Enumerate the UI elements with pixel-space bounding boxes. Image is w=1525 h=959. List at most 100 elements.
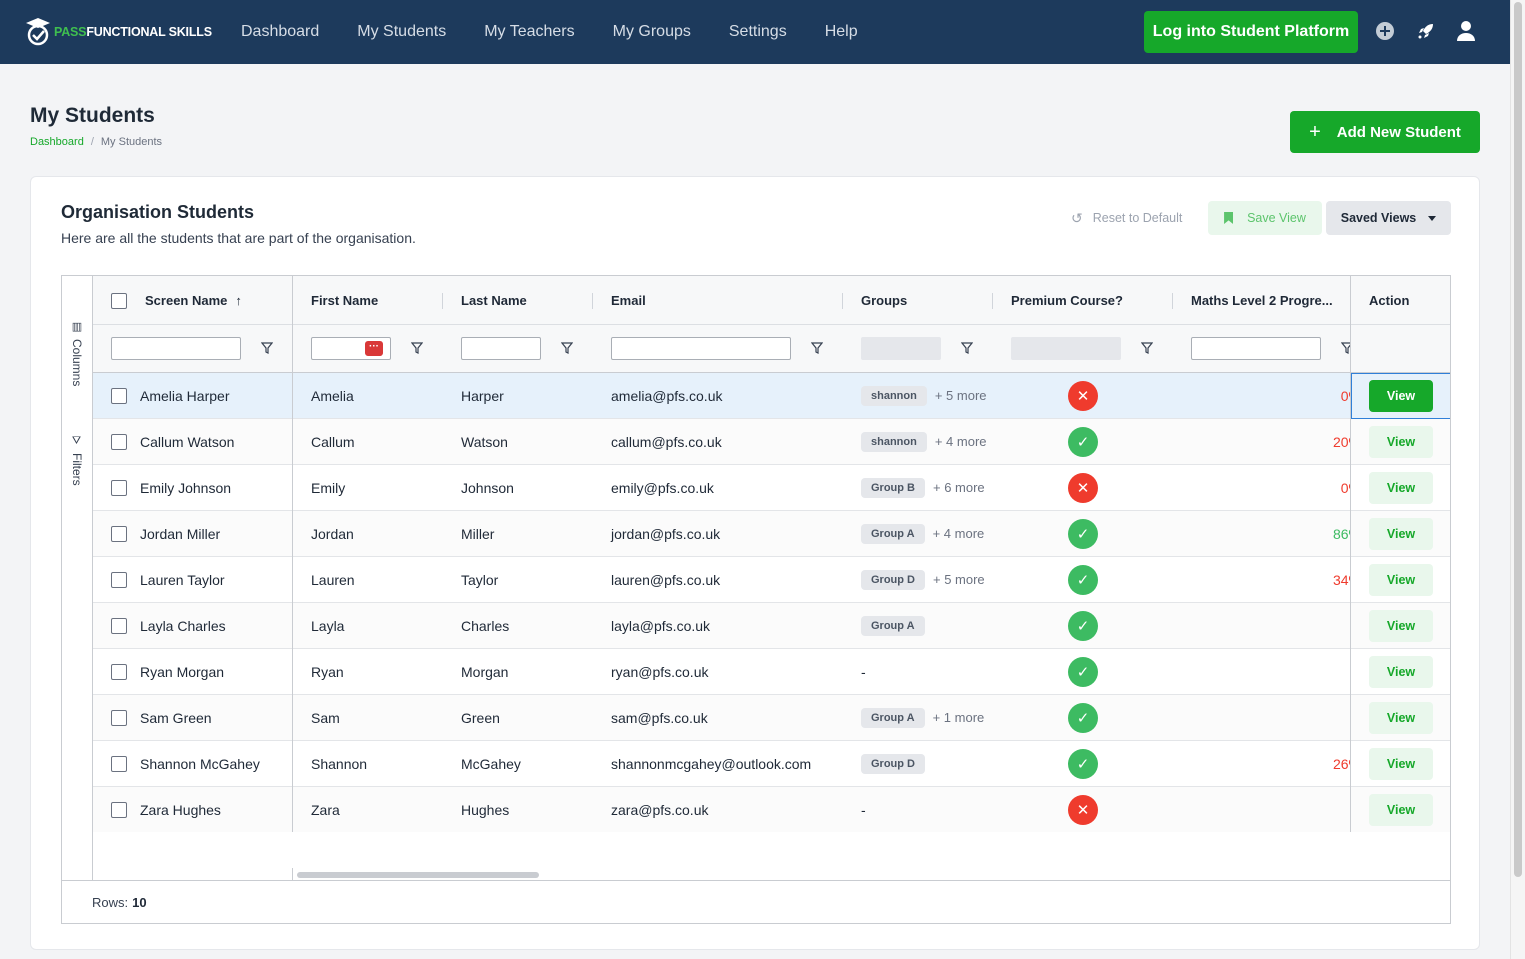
more-groups-count[interactable]: + 4 more xyxy=(932,526,985,541)
row-checkbox-cell xyxy=(111,695,127,740)
logo[interactable]: PASSFUNCTIONAL SKILLS xyxy=(25,17,215,47)
nav-my-groups[interactable]: My Groups xyxy=(612,23,691,40)
row-checkbox[interactable] xyxy=(111,571,127,588)
more-groups-count[interactable]: + 5 more xyxy=(934,388,987,403)
row-checkbox[interactable] xyxy=(111,617,127,634)
cell-groups: Group A xyxy=(861,603,925,648)
filter-icon[interactable] xyxy=(811,342,823,354)
table-row[interactable]: Jordan Miller Jordan Miller jordan@pfs.co.u… xyxy=(93,511,1450,557)
filter-icon[interactable] xyxy=(1141,342,1153,354)
reset-to-default-button[interactable]: ↺ Reset to Default xyxy=(1071,201,1182,235)
header-groups[interactable]: Groups xyxy=(861,293,908,308)
row-checkbox[interactable] xyxy=(111,525,127,542)
columns-icon: ▥ xyxy=(70,320,83,333)
nav-settings[interactable]: Settings xyxy=(728,23,787,40)
filter-icon[interactable] xyxy=(261,342,273,354)
cell-groups: Group A + 1 more xyxy=(861,695,984,740)
row-checkbox[interactable] xyxy=(111,801,127,818)
plus-circle-icon[interactable] xyxy=(1374,20,1396,42)
cell-email: jordan@pfs.co.uk xyxy=(611,525,721,542)
view-student-button[interactable]: View xyxy=(1369,563,1433,596)
row-checkbox[interactable] xyxy=(111,709,127,726)
nav-dashboard[interactable]: Dashboard xyxy=(241,23,320,40)
row-checkbox[interactable] xyxy=(111,433,127,450)
row-checkbox[interactable] xyxy=(111,479,127,496)
students-grid: ▥ Columns ⛛ Filters Screen Name ↑ First … xyxy=(61,275,1451,924)
action-cell: View xyxy=(1351,741,1450,787)
cell-first-name: Shannon xyxy=(311,755,368,772)
page-scrollbar[interactable] xyxy=(1510,0,1525,959)
select-all-checkbox[interactable] xyxy=(111,292,127,309)
nav-my-teachers[interactable]: My Teachers xyxy=(484,23,575,40)
header-premium-course[interactable]: Premium Course? xyxy=(1011,293,1123,308)
table-row[interactable]: Amelia Harper Amelia Harper amelia@pfs.co.u… xyxy=(93,373,1450,419)
more-groups-count[interactable]: + 6 more xyxy=(933,480,985,495)
nav-my-students[interactable]: My Students xyxy=(357,23,447,40)
view-student-button[interactable]: View xyxy=(1369,793,1433,826)
more-groups-count[interactable]: + 4 more xyxy=(934,434,987,449)
save-view-button[interactable]: Save View xyxy=(1208,201,1322,235)
filter-maths-input[interactable] xyxy=(1191,337,1321,360)
cell-premium: ✓ xyxy=(1068,419,1098,464)
login-student-platform-button[interactable]: Log into Student Platform xyxy=(1144,11,1358,53)
more-groups-count[interactable]: + 1 more xyxy=(932,710,985,725)
table-row[interactable]: Callum Watson Callum Watson callum@pfs.co.u… xyxy=(93,419,1450,465)
user-avatar-icon[interactable] xyxy=(1455,20,1477,42)
check-icon: ✓ xyxy=(1068,426,1098,457)
filter-icon[interactable] xyxy=(561,342,573,354)
horizontal-scrollbar-thumb[interactable] xyxy=(297,872,539,878)
view-student-button[interactable]: View xyxy=(1369,425,1433,458)
filters-tool-tab[interactable]: ⛛ Filters xyxy=(70,436,84,486)
breadcrumb-dashboard-link[interactable]: Dashboard xyxy=(30,136,84,148)
header-email[interactable]: Email xyxy=(611,293,646,308)
password-manager-icon[interactable]: ··· xyxy=(365,341,383,356)
reset-label: Reset to Default xyxy=(1092,211,1183,225)
filter-icon[interactable] xyxy=(961,342,973,354)
rocket-icon[interactable] xyxy=(1415,20,1437,42)
columns-tool-tab[interactable]: ▥ Columns xyxy=(70,320,84,386)
filter-screen-name-input[interactable] xyxy=(111,337,241,360)
table-row[interactable]: Emily Johnson Emily Johnson emily@pfs.co.uk… xyxy=(93,465,1450,511)
cross-icon: ✕ xyxy=(1068,794,1098,825)
view-student-button[interactable]: View xyxy=(1369,380,1433,412)
grid-status-bar: Rows: 10 xyxy=(62,880,1450,924)
table-row[interactable]: Lauren Taylor Lauren Taylor lauren@pfs.co.u… xyxy=(93,557,1450,603)
header-first-name[interactable]: First Name xyxy=(311,293,379,308)
row-checkbox[interactable] xyxy=(111,387,127,404)
header-screen-name[interactable]: Screen Name ↑ xyxy=(145,293,242,308)
action-filter-cell xyxy=(1351,325,1450,373)
view-student-button[interactable]: View xyxy=(1369,701,1433,734)
cell-premium: ✓ xyxy=(1068,511,1098,556)
empty-groups: - xyxy=(861,801,866,818)
view-student-button[interactable]: View xyxy=(1369,655,1433,688)
view-student-button[interactable]: View xyxy=(1369,471,1433,504)
add-new-student-button[interactable]: + Add New Student xyxy=(1290,111,1480,153)
filter-last-name-input[interactable] xyxy=(461,337,541,360)
header-last-name[interactable]: Last Name xyxy=(461,293,527,308)
header-maths-level-2[interactable]: Maths Level 2 Progre... xyxy=(1191,293,1333,308)
filter-email-input[interactable] xyxy=(611,337,791,360)
table-row[interactable]: Shannon McGahey Shannon McGahey shannonmcga… xyxy=(93,741,1450,787)
row-checkbox[interactable] xyxy=(111,755,127,772)
more-groups-count[interactable]: + 5 more xyxy=(933,572,985,587)
filter-groups-input xyxy=(861,337,941,360)
filter-icon[interactable] xyxy=(411,342,423,354)
cell-premium: ✓ xyxy=(1068,741,1098,786)
row-checkbox[interactable] xyxy=(111,663,127,680)
cross-icon: ✕ xyxy=(1068,380,1098,411)
filter-first-name-input[interactable]: ··· xyxy=(311,337,391,360)
page-scrollbar-thumb[interactable] xyxy=(1514,2,1522,877)
view-student-button[interactable]: View xyxy=(1369,517,1433,550)
saved-views-dropdown[interactable]: Saved Views xyxy=(1326,201,1451,235)
table-row[interactable]: Layla Charles Layla Charles layla@pfs.co.uk… xyxy=(93,603,1450,649)
view-student-button[interactable]: View xyxy=(1369,747,1433,780)
nav-help[interactable]: Help xyxy=(824,23,858,40)
table-row[interactable]: Sam Green Sam Green sam@pfs.co.uk Group A + 1… xyxy=(93,695,1450,741)
cell-screen-name: Amelia Harper xyxy=(140,387,230,404)
grid-side-panel: ▥ Columns ⛛ Filters xyxy=(62,276,93,880)
cell-email: layla@pfs.co.uk xyxy=(611,617,711,634)
students-card: Organisation Students Here are all the s… xyxy=(30,176,1480,950)
view-student-button[interactable]: View xyxy=(1369,609,1433,642)
